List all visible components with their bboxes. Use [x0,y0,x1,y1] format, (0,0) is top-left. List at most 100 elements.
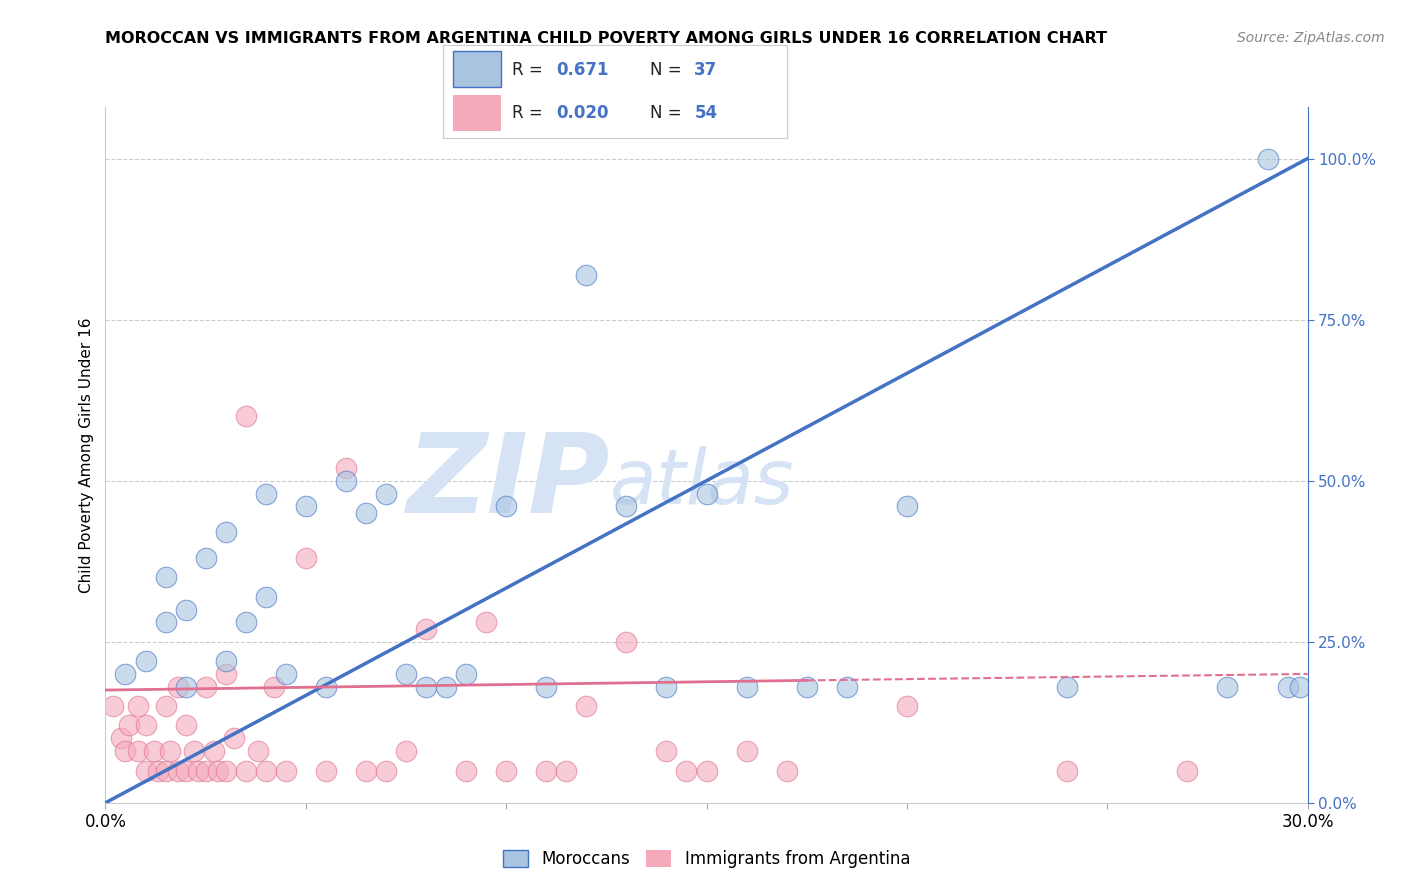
Point [166,764,188,778]
Point [103,699,125,714]
Point [655,744,678,758]
Text: R =: R = [512,104,548,122]
Text: N =: N = [650,104,686,122]
Point [1257,152,1279,166]
Point [214,764,236,778]
Point [1277,680,1299,694]
Point [495,500,517,514]
Point [696,764,718,778]
Point [1056,680,1078,694]
Point [616,500,638,514]
Point [555,764,578,778]
Point [295,551,318,566]
Point [174,602,197,616]
Point [735,744,758,758]
Point [254,590,277,604]
Point [896,699,918,714]
Point [374,486,398,500]
Point [354,506,377,520]
Point [696,486,718,500]
Point [475,615,498,630]
Point [776,764,799,778]
Point [166,680,188,694]
Point [214,667,236,681]
Point [235,615,257,630]
Text: Source: ZipAtlas.com: Source: ZipAtlas.com [1237,31,1385,45]
Point [214,525,236,540]
Point [235,764,257,778]
Point [135,654,157,668]
Point [415,680,437,694]
FancyBboxPatch shape [453,51,502,87]
Point [235,409,257,424]
Point [335,474,357,488]
Point [616,634,638,648]
Point [142,744,165,758]
Point [1177,764,1199,778]
Text: MOROCCAN VS IMMIGRANTS FROM ARGENTINA CHILD POVERTY AMONG GIRLS UNDER 16 CORRELA: MOROCCAN VS IMMIGRANTS FROM ARGENTINA CH… [105,31,1108,46]
Point [187,764,209,778]
Point [534,680,557,694]
Point [159,744,181,758]
Text: 0.671: 0.671 [557,61,609,78]
Point [315,764,337,778]
Point [214,654,236,668]
Point [135,764,157,778]
Point [254,486,277,500]
Point [896,500,918,514]
Text: ZIP: ZIP [406,429,610,536]
Legend: Moroccans, Immigrants from Argentina: Moroccans, Immigrants from Argentina [496,843,917,874]
Point [127,744,149,758]
Point [534,764,557,778]
Point [127,699,149,714]
Text: atlas: atlas [610,446,794,520]
Point [274,667,297,681]
Point [174,680,197,694]
Point [454,764,477,778]
Point [155,764,177,778]
FancyBboxPatch shape [453,95,502,131]
Point [246,744,269,758]
Point [118,718,141,732]
Point [155,570,177,584]
Point [194,551,217,566]
Point [254,764,277,778]
Point [395,744,418,758]
Point [194,680,217,694]
Point [655,680,678,694]
Point [315,680,337,694]
Point [114,744,136,758]
Point [835,680,858,694]
Point [222,731,245,746]
Point [1056,764,1078,778]
Point [194,764,217,778]
Point [415,622,437,636]
Point [735,680,758,694]
Text: 37: 37 [695,61,717,78]
Point [1288,680,1310,694]
Point [1216,680,1239,694]
Text: 54: 54 [695,104,717,122]
Text: 0.020: 0.020 [557,104,609,122]
Point [295,500,318,514]
Point [335,460,357,475]
Text: R =: R = [512,61,548,78]
Point [174,718,197,732]
Point [454,667,477,681]
Point [374,764,398,778]
Point [202,744,225,758]
Point [114,667,136,681]
Y-axis label: Child Poverty Among Girls Under 16: Child Poverty Among Girls Under 16 [79,318,94,592]
Point [146,764,169,778]
Point [183,744,205,758]
Point [135,718,157,732]
Point [207,764,229,778]
Point [174,764,197,778]
Point [395,667,418,681]
Point [495,764,517,778]
Point [155,699,177,714]
Point [155,615,177,630]
Point [263,680,285,694]
Point [575,268,598,282]
Text: N =: N = [650,61,686,78]
